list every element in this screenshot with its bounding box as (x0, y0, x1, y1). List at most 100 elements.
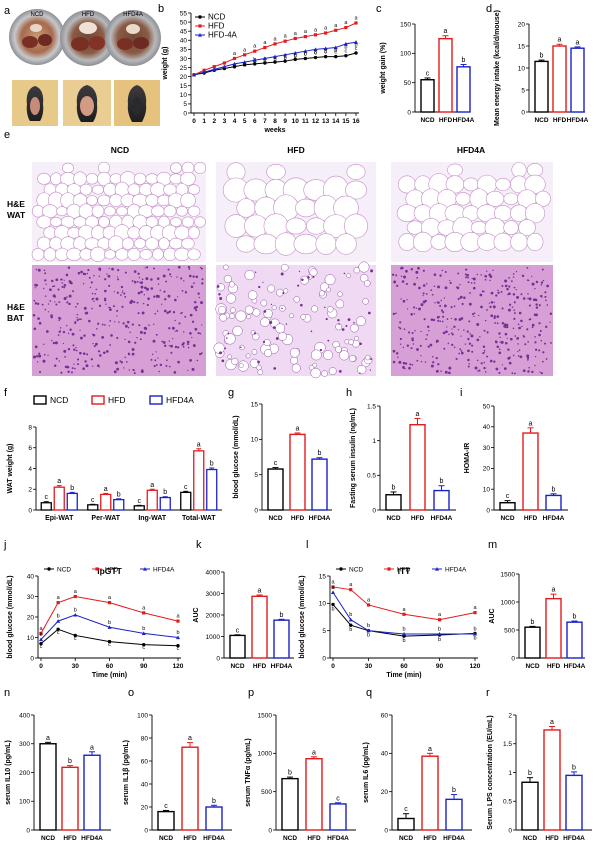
nucleus (459, 348, 462, 351)
x-tick-label: NCD (386, 515, 400, 522)
tissue-sample (71, 37, 89, 51)
nucleus (460, 350, 463, 352)
nucleus (369, 369, 371, 371)
data-point (293, 36, 297, 41)
nucleus (169, 273, 172, 276)
nucleus (167, 294, 171, 298)
x-tick-label: HFD4A (453, 117, 475, 124)
nucleus (513, 309, 516, 312)
tissue-sample (38, 34, 52, 46)
y-tick-label: 50 (404, 80, 412, 87)
y-tick-label: 80 (141, 735, 149, 742)
significance-letter: b (552, 486, 556, 493)
data-point (253, 62, 257, 66)
nucleus (55, 357, 58, 360)
nucleus (79, 329, 81, 331)
brown-adipocyte (310, 349, 322, 361)
nucleus (107, 274, 111, 278)
legend-marker (143, 567, 147, 571)
data-point (354, 21, 358, 25)
nucleus (188, 268, 191, 270)
nucleus (521, 274, 525, 278)
nucleus (359, 372, 361, 374)
data-point (56, 627, 60, 631)
nucleus (437, 363, 440, 366)
y-tick-label: 5 (521, 87, 525, 94)
nucleus (422, 269, 425, 272)
significance-letter: c (138, 498, 142, 505)
adipocyte (181, 216, 195, 228)
significance-letter: b (253, 61, 256, 67)
brown-adipocyte (328, 367, 337, 375)
nucleus (104, 324, 106, 326)
nucleus (510, 337, 513, 341)
significance-letter: a (197, 441, 201, 448)
nucleus (36, 355, 39, 358)
series-line (40, 628, 179, 647)
nucleus (454, 317, 457, 321)
nucleus (439, 274, 442, 277)
nucleus (37, 317, 40, 320)
nucleus (116, 276, 119, 278)
nucleus (109, 320, 112, 322)
adipocyte (145, 216, 159, 228)
nucleus (98, 366, 100, 368)
y-tick-label: 4 (28, 466, 32, 473)
nucleus (258, 285, 261, 289)
data-point (323, 54, 328, 59)
brown-adipocyte (364, 354, 371, 361)
nucleus (470, 334, 474, 338)
nucleus (65, 273, 69, 277)
brown-adipocyte (335, 299, 345, 309)
nucleus (131, 323, 134, 326)
adipocyte (412, 231, 434, 253)
nucleus (474, 366, 478, 370)
nucleus (529, 318, 532, 321)
y-tick-label: 10 (180, 92, 188, 99)
nucleus (518, 349, 521, 351)
y-axis-label: AUC (193, 607, 200, 622)
bar (445, 798, 463, 831)
brown-adipocyte (281, 263, 289, 272)
nucleus (483, 329, 486, 332)
panel-letter-d: d (486, 3, 492, 15)
data-point (334, 28, 338, 32)
significance-letter: a (104, 486, 108, 493)
nucleus (88, 319, 91, 323)
x-tick-label: NCD (523, 835, 537, 842)
nucleus (484, 319, 487, 322)
nucleus (123, 292, 126, 295)
x-tick-label: 11 (302, 118, 309, 125)
nucleus (413, 313, 416, 315)
data-point (473, 611, 477, 615)
nucleus (466, 273, 469, 277)
nucleus (124, 324, 128, 328)
nucleus (103, 351, 106, 355)
nucleus (409, 363, 412, 366)
nucleus (484, 278, 487, 281)
nucleus (131, 352, 135, 356)
nucleus (498, 371, 501, 374)
significance-letter: c (284, 54, 287, 60)
y-tick-label: 10 (27, 635, 35, 642)
nucleus (546, 304, 549, 306)
nucleus (90, 358, 93, 361)
significance-letter: c (57, 630, 60, 636)
nucleus (272, 326, 276, 329)
brown-adipocyte (358, 261, 370, 273)
nucleus (139, 330, 143, 334)
nucleus (425, 293, 428, 295)
significance-letter: b (163, 489, 167, 496)
brown-adipocyte (223, 275, 232, 283)
nucleus (444, 271, 447, 273)
nucleus (510, 280, 513, 283)
data-point (73, 633, 77, 638)
significance-letter: a (354, 16, 358, 22)
nucleus (418, 286, 421, 290)
nucleus (400, 298, 402, 300)
bar (66, 492, 78, 511)
nucleus (74, 367, 76, 370)
significance-letter: c (177, 646, 180, 652)
nucleus (263, 310, 267, 313)
y-tick-label: 50 (483, 403, 491, 410)
